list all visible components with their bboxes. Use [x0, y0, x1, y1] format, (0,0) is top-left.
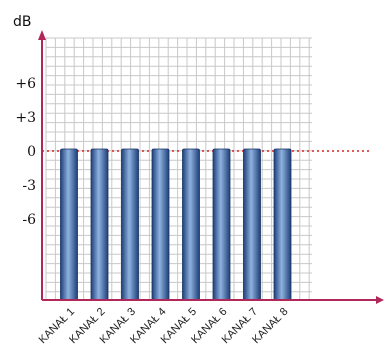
bar-2: [90, 148, 109, 301]
axes: [38, 30, 384, 304]
y-axis-arrow: [38, 30, 46, 40]
y-tick-label: -3: [22, 178, 36, 194]
bar-1: [60, 148, 78, 301]
grid: [45, 37, 312, 300]
bar-7: [243, 148, 261, 301]
bar-5: [182, 148, 200, 301]
y-axis-label: dB: [13, 14, 32, 30]
y-tick-label: +6: [15, 76, 36, 92]
bar-3: [121, 148, 139, 301]
bar-8: [273, 148, 292, 301]
x-axis-arrow: [376, 296, 384, 304]
y-tick-label: 0: [27, 144, 36, 160]
bar-4: [151, 148, 170, 301]
y-tick-label: -6: [22, 212, 36, 228]
bars: [60, 148, 292, 301]
bar-6: [212, 148, 231, 301]
y-tick-label: +3: [15, 110, 36, 126]
